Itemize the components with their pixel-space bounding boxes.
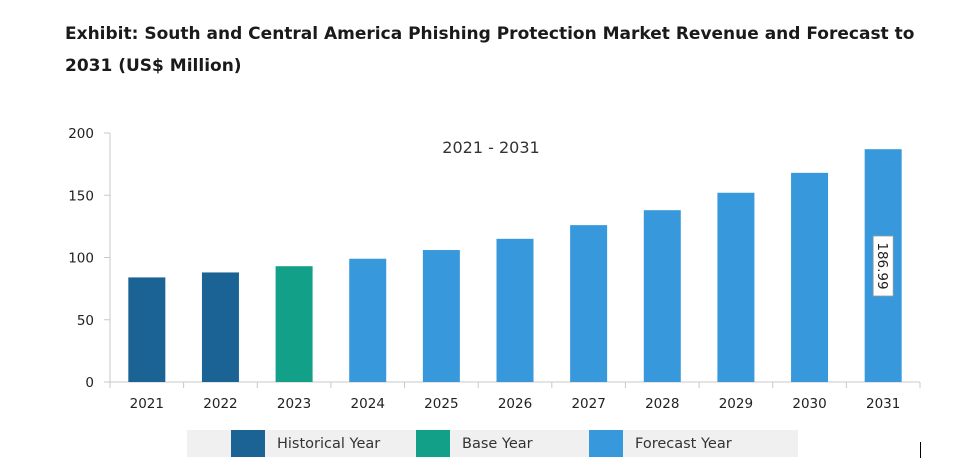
x-tick-label: 2024: [351, 396, 385, 412]
x-tick-label: 2028: [645, 396, 679, 412]
legend-label-base: Base Year: [462, 435, 533, 452]
y-tick-label: 200: [68, 126, 94, 142]
x-tick-label: 2031: [866, 396, 900, 412]
range-label: 2021 - 2031: [442, 138, 539, 157]
chart-title: Exhibit: South and Central America Phish…: [65, 24, 915, 76]
x-tick-label: 2022: [203, 396, 237, 412]
x-tick-label: 2021: [130, 396, 164, 412]
bar-2029: [717, 192, 755, 382]
y-tick-label: 150: [68, 188, 94, 204]
legend-swatch-forecast: [589, 430, 623, 457]
bar-2028: [643, 210, 681, 382]
text-cursor: [920, 442, 921, 458]
x-tick-label: 2023: [277, 396, 311, 412]
legend-label-forecast: Forecast Year: [635, 435, 732, 452]
data-label-group: 186.99: [872, 235, 894, 297]
bar-2024: [349, 258, 387, 382]
y-tick-label: 0: [85, 375, 94, 391]
legend-label-historical: Historical Year: [277, 435, 381, 452]
legend-item-historical: Historical Year: [231, 430, 380, 457]
bar-2025: [422, 250, 460, 382]
bar-2021: [128, 277, 166, 382]
y-tick-label: 50: [77, 313, 94, 329]
legend-swatch-historical: [231, 430, 265, 457]
x-tick-label: 2030: [792, 396, 826, 412]
bar-chart: 0 50 100 150 200 2021 2022 2023 2024 2025 2026 2027…: [68, 126, 921, 412]
x-tick-label: 2029: [719, 396, 753, 412]
bar-2027: [570, 225, 608, 382]
x-tick-label: 2025: [424, 396, 458, 412]
legend-item-base: Base Year: [416, 430, 533, 457]
legend-item-forecast: Forecast Year: [589, 430, 732, 457]
x-tick-label: 2027: [571, 396, 605, 412]
bar-2026: [496, 238, 534, 382]
legend: Historical Year Base Year Forecast Year: [187, 430, 798, 457]
legend-swatch-base: [416, 430, 450, 457]
x-tick-label: 2026: [498, 396, 532, 412]
bar-2030: [791, 172, 829, 382]
data-label-2031: 186.99: [874, 242, 890, 289]
bar-2023: [275, 266, 313, 382]
data-label-box: [872, 235, 894, 297]
bar-2022: [201, 272, 239, 382]
y-tick-label: 100: [68, 251, 94, 267]
